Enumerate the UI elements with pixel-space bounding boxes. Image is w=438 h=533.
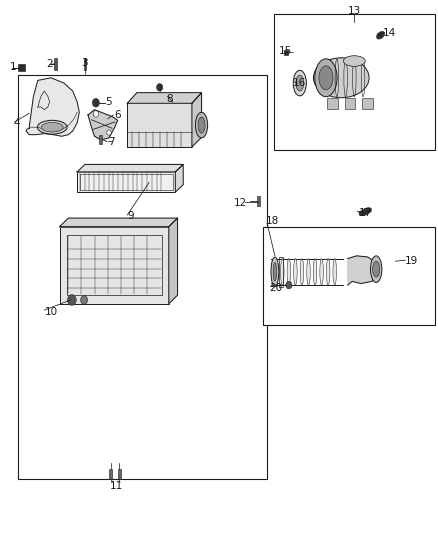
- Polygon shape: [26, 78, 79, 136]
- Ellipse shape: [198, 117, 205, 133]
- Ellipse shape: [293, 70, 306, 96]
- Bar: [263, 227, 435, 325]
- Ellipse shape: [300, 259, 304, 285]
- Ellipse shape: [296, 75, 304, 91]
- Text: 8: 8: [166, 94, 173, 104]
- Text: 7: 7: [108, 136, 114, 147]
- Bar: [18, 75, 267, 479]
- Bar: [18, 64, 25, 71]
- Ellipse shape: [273, 263, 277, 281]
- Ellipse shape: [281, 259, 284, 285]
- Ellipse shape: [315, 59, 337, 96]
- Ellipse shape: [313, 259, 317, 285]
- Bar: [127, 103, 192, 147]
- Bar: [279, 257, 283, 287]
- Ellipse shape: [287, 259, 290, 285]
- Bar: [274, 14, 435, 150]
- Ellipse shape: [293, 259, 297, 285]
- Circle shape: [93, 111, 99, 117]
- Bar: [84, 58, 86, 70]
- Ellipse shape: [271, 257, 279, 286]
- Text: 10: 10: [44, 306, 57, 317]
- Bar: [109, 469, 113, 479]
- Text: 11: 11: [110, 481, 123, 490]
- Text: 5: 5: [106, 96, 112, 107]
- Ellipse shape: [274, 259, 278, 285]
- Polygon shape: [175, 165, 183, 192]
- Ellipse shape: [333, 259, 336, 285]
- Bar: [118, 469, 121, 479]
- Ellipse shape: [359, 208, 371, 216]
- Bar: [67, 235, 162, 295]
- Ellipse shape: [320, 259, 323, 285]
- Ellipse shape: [377, 31, 385, 39]
- Text: 14: 14: [383, 28, 396, 38]
- Bar: [77, 172, 175, 192]
- Polygon shape: [192, 93, 201, 147]
- Text: 15: 15: [279, 46, 292, 56]
- Text: 18: 18: [266, 216, 279, 227]
- Bar: [54, 58, 57, 70]
- Text: 16: 16: [293, 78, 307, 88]
- Polygon shape: [77, 165, 183, 172]
- Circle shape: [67, 295, 76, 305]
- Bar: [257, 196, 260, 206]
- Bar: [284, 50, 288, 55]
- Bar: [327, 98, 338, 109]
- Circle shape: [286, 281, 292, 289]
- Bar: [80, 174, 173, 190]
- Polygon shape: [88, 110, 118, 140]
- Text: 6: 6: [114, 110, 121, 120]
- Text: 1: 1: [10, 62, 16, 72]
- Ellipse shape: [373, 261, 380, 277]
- Text: 20: 20: [269, 283, 283, 293]
- Polygon shape: [169, 218, 177, 304]
- Ellipse shape: [326, 259, 330, 285]
- Polygon shape: [127, 93, 201, 103]
- Text: 17: 17: [359, 208, 372, 219]
- Ellipse shape: [343, 56, 365, 66]
- Text: 9: 9: [127, 211, 134, 221]
- Circle shape: [107, 130, 111, 135]
- Text: 12: 12: [234, 198, 247, 208]
- Bar: [99, 135, 102, 144]
- Text: 13: 13: [348, 6, 361, 17]
- Ellipse shape: [195, 112, 208, 138]
- Ellipse shape: [371, 256, 382, 282]
- Polygon shape: [348, 256, 378, 285]
- Circle shape: [156, 84, 162, 91]
- Ellipse shape: [307, 259, 310, 285]
- Ellipse shape: [41, 123, 63, 132]
- Circle shape: [81, 296, 88, 304]
- Circle shape: [92, 99, 99, 107]
- Text: 4: 4: [14, 118, 21, 128]
- Ellipse shape: [314, 58, 369, 98]
- Text: 3: 3: [81, 58, 88, 68]
- Ellipse shape: [319, 66, 333, 90]
- Ellipse shape: [37, 120, 67, 134]
- Polygon shape: [60, 218, 177, 227]
- Bar: [345, 98, 355, 109]
- Bar: [362, 98, 373, 109]
- Bar: [60, 227, 169, 304]
- Text: 2: 2: [46, 60, 53, 69]
- Text: 19: 19: [405, 256, 418, 266]
